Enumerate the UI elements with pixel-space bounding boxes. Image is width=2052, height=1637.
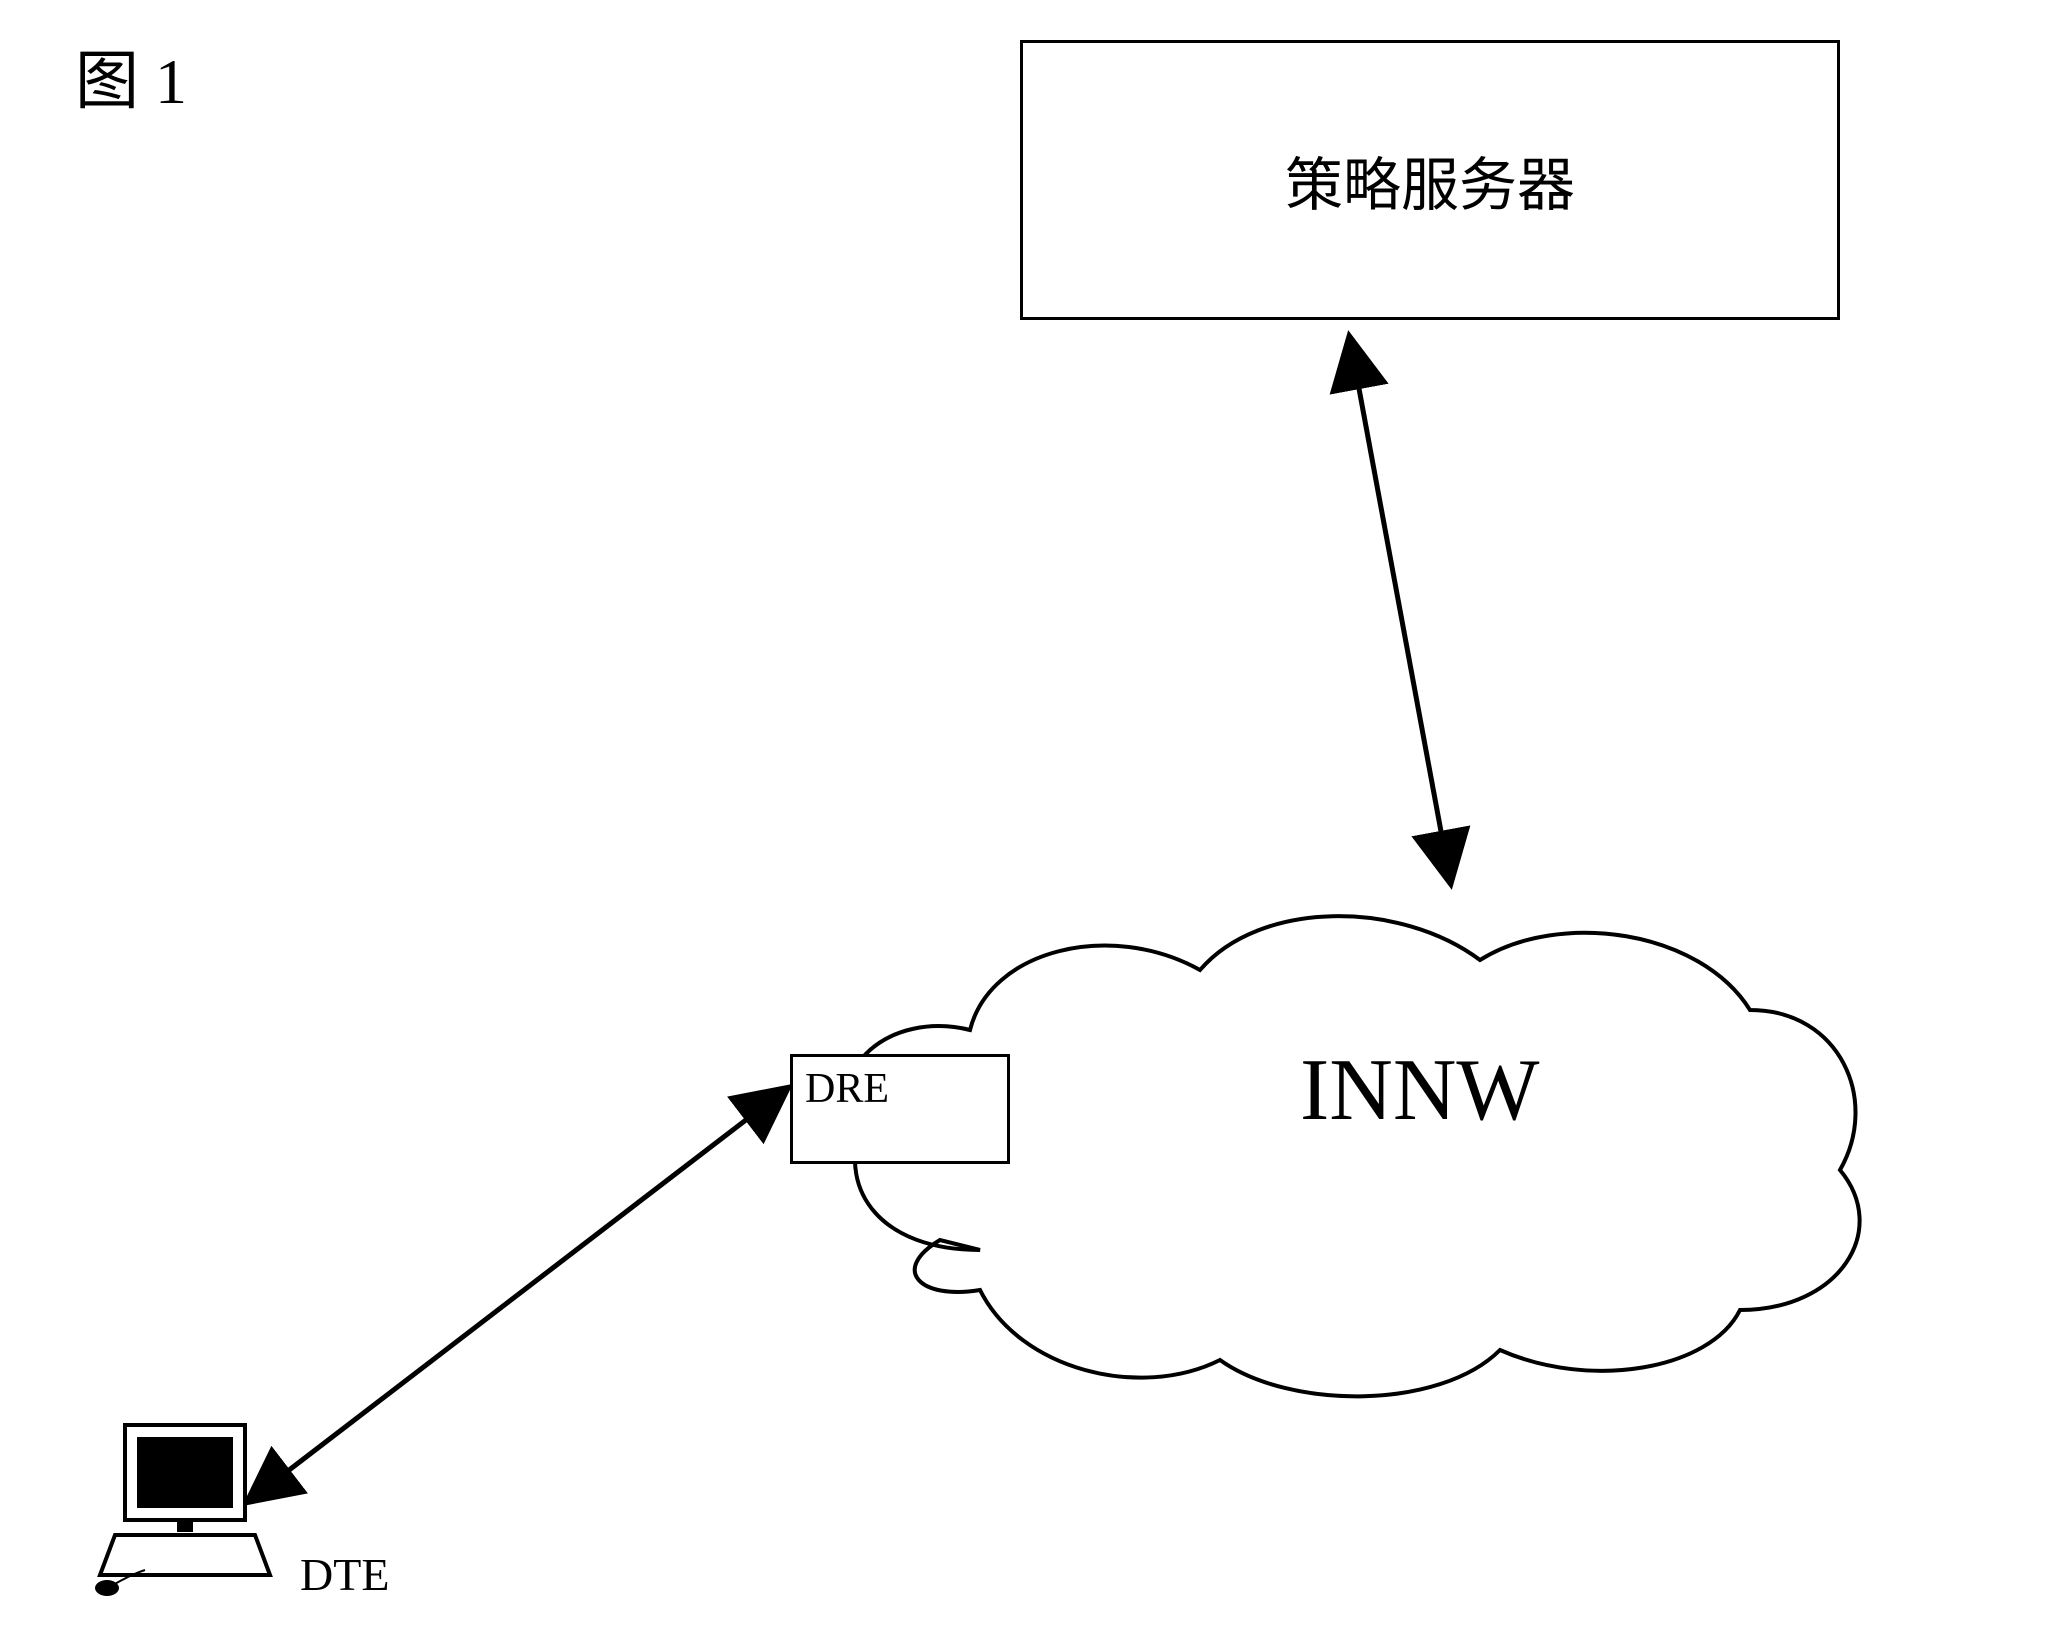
dte-label: DTE (300, 1548, 389, 1601)
policy-server-label: 策略服务器 (1285, 138, 1575, 222)
computer-icon (95, 1420, 285, 1600)
dre-label: DRE (805, 1065, 889, 1113)
dre-box: DRE (790, 1054, 1010, 1164)
policy-server-box: 策略服务器 (1020, 40, 1840, 320)
figure-label: 图 1 (75, 30, 187, 122)
cloud-label: INNW (1300, 1040, 1539, 1141)
